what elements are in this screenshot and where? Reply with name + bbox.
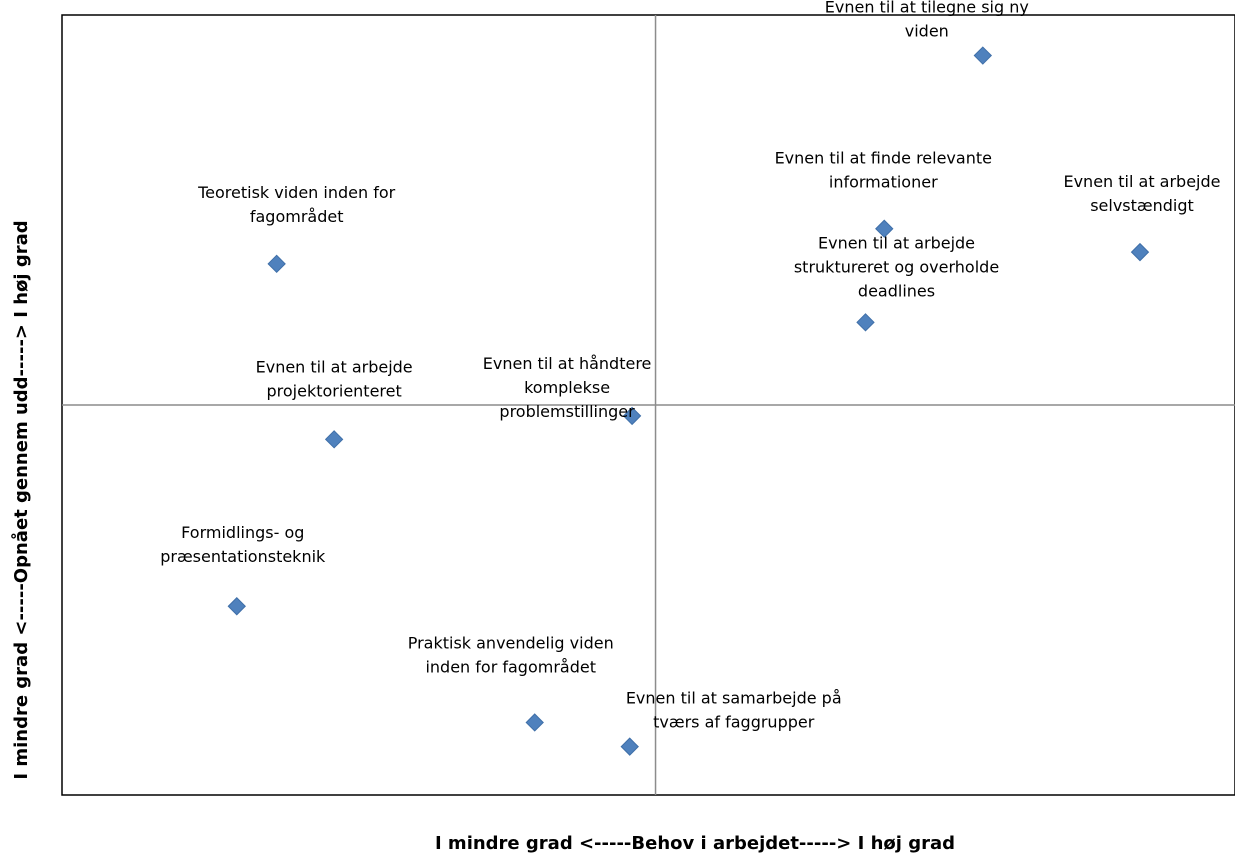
data-point bbox=[875, 219, 894, 238]
data-point bbox=[525, 713, 544, 732]
data-label: Formidlings- og præsentationsteknik bbox=[160, 523, 326, 566]
data-label: Teoretisk viden inden for fagområdet bbox=[197, 183, 396, 226]
y-axis-title: I mindre grad <-----Opnået gennem udd---… bbox=[10, 220, 32, 779]
data-label: Evnen til at arbejde projektorienteret bbox=[256, 357, 413, 400]
data-point bbox=[620, 737, 639, 756]
data-points bbox=[227, 46, 1150, 756]
data-label: Evnen til at finde relevante informatione… bbox=[775, 149, 992, 192]
data-point bbox=[622, 406, 642, 426]
data-label: Evnen til at tilegne sig ny viden bbox=[825, 0, 1029, 41]
data-label: Evnen til at samarbejde på tværs af faggr… bbox=[626, 689, 842, 732]
data-point bbox=[1130, 242, 1150, 262]
data-point bbox=[856, 313, 875, 332]
data-point bbox=[973, 46, 993, 65]
data-point bbox=[227, 597, 246, 616]
data-point bbox=[267, 254, 286, 274]
data-label: Evnen til at arbejde struktureret og over… bbox=[794, 233, 999, 300]
data-point bbox=[324, 430, 344, 449]
data-label: Praktisk anvendelig viden inden for fagom… bbox=[408, 633, 614, 676]
data-label: Evnen til at håndtere komplekse problemsti… bbox=[483, 354, 652, 421]
data-label: Evnen til at arbejde selvstændigt bbox=[1063, 172, 1220, 215]
x-axis-title: I mindre grad <-----Behov i arbejdet----… bbox=[435, 833, 955, 854]
data-labels: Evnen til at tilegne sig ny viden Evnen ti… bbox=[160, 0, 1220, 732]
